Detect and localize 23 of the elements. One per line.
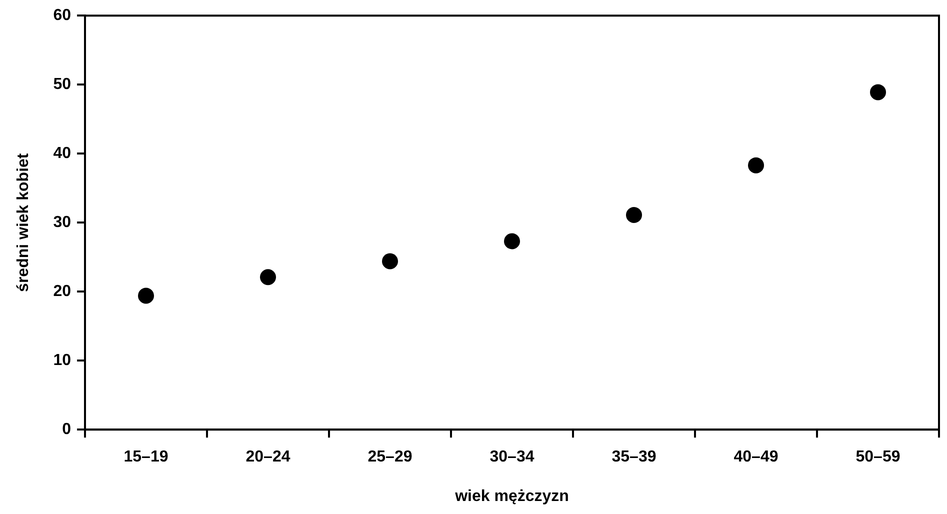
y-tick-label: 0 [62,421,72,438]
y-tick-label: 20 [53,283,72,300]
point [138,288,154,304]
y-tick-label: 30 [53,214,72,232]
y-tick-label: 40 [53,145,72,162]
point [748,157,764,174]
y-tick-label: 60 [53,7,72,24]
x-tick-label: 15–19 [124,448,168,466]
x-axis-title: wiek mężczyzn [454,488,569,505]
point [260,269,276,286]
x-tick-label: 30–34 [490,448,534,466]
point [382,253,398,270]
point [504,233,520,250]
x-tick-label: 40–49 [734,448,778,466]
x-tick-label: 25–29 [368,448,412,466]
point [870,84,886,100]
y-tick-label: 50 [53,76,72,94]
y-axis-title: średni wiek kobiet [15,152,32,292]
x-tick-label: 50–59 [856,448,900,466]
y-tick-label: 10 [53,352,72,370]
point [626,207,642,224]
x-tick-label: 20–24 [246,448,290,466]
x-tick-label: 35–39 [612,448,656,466]
